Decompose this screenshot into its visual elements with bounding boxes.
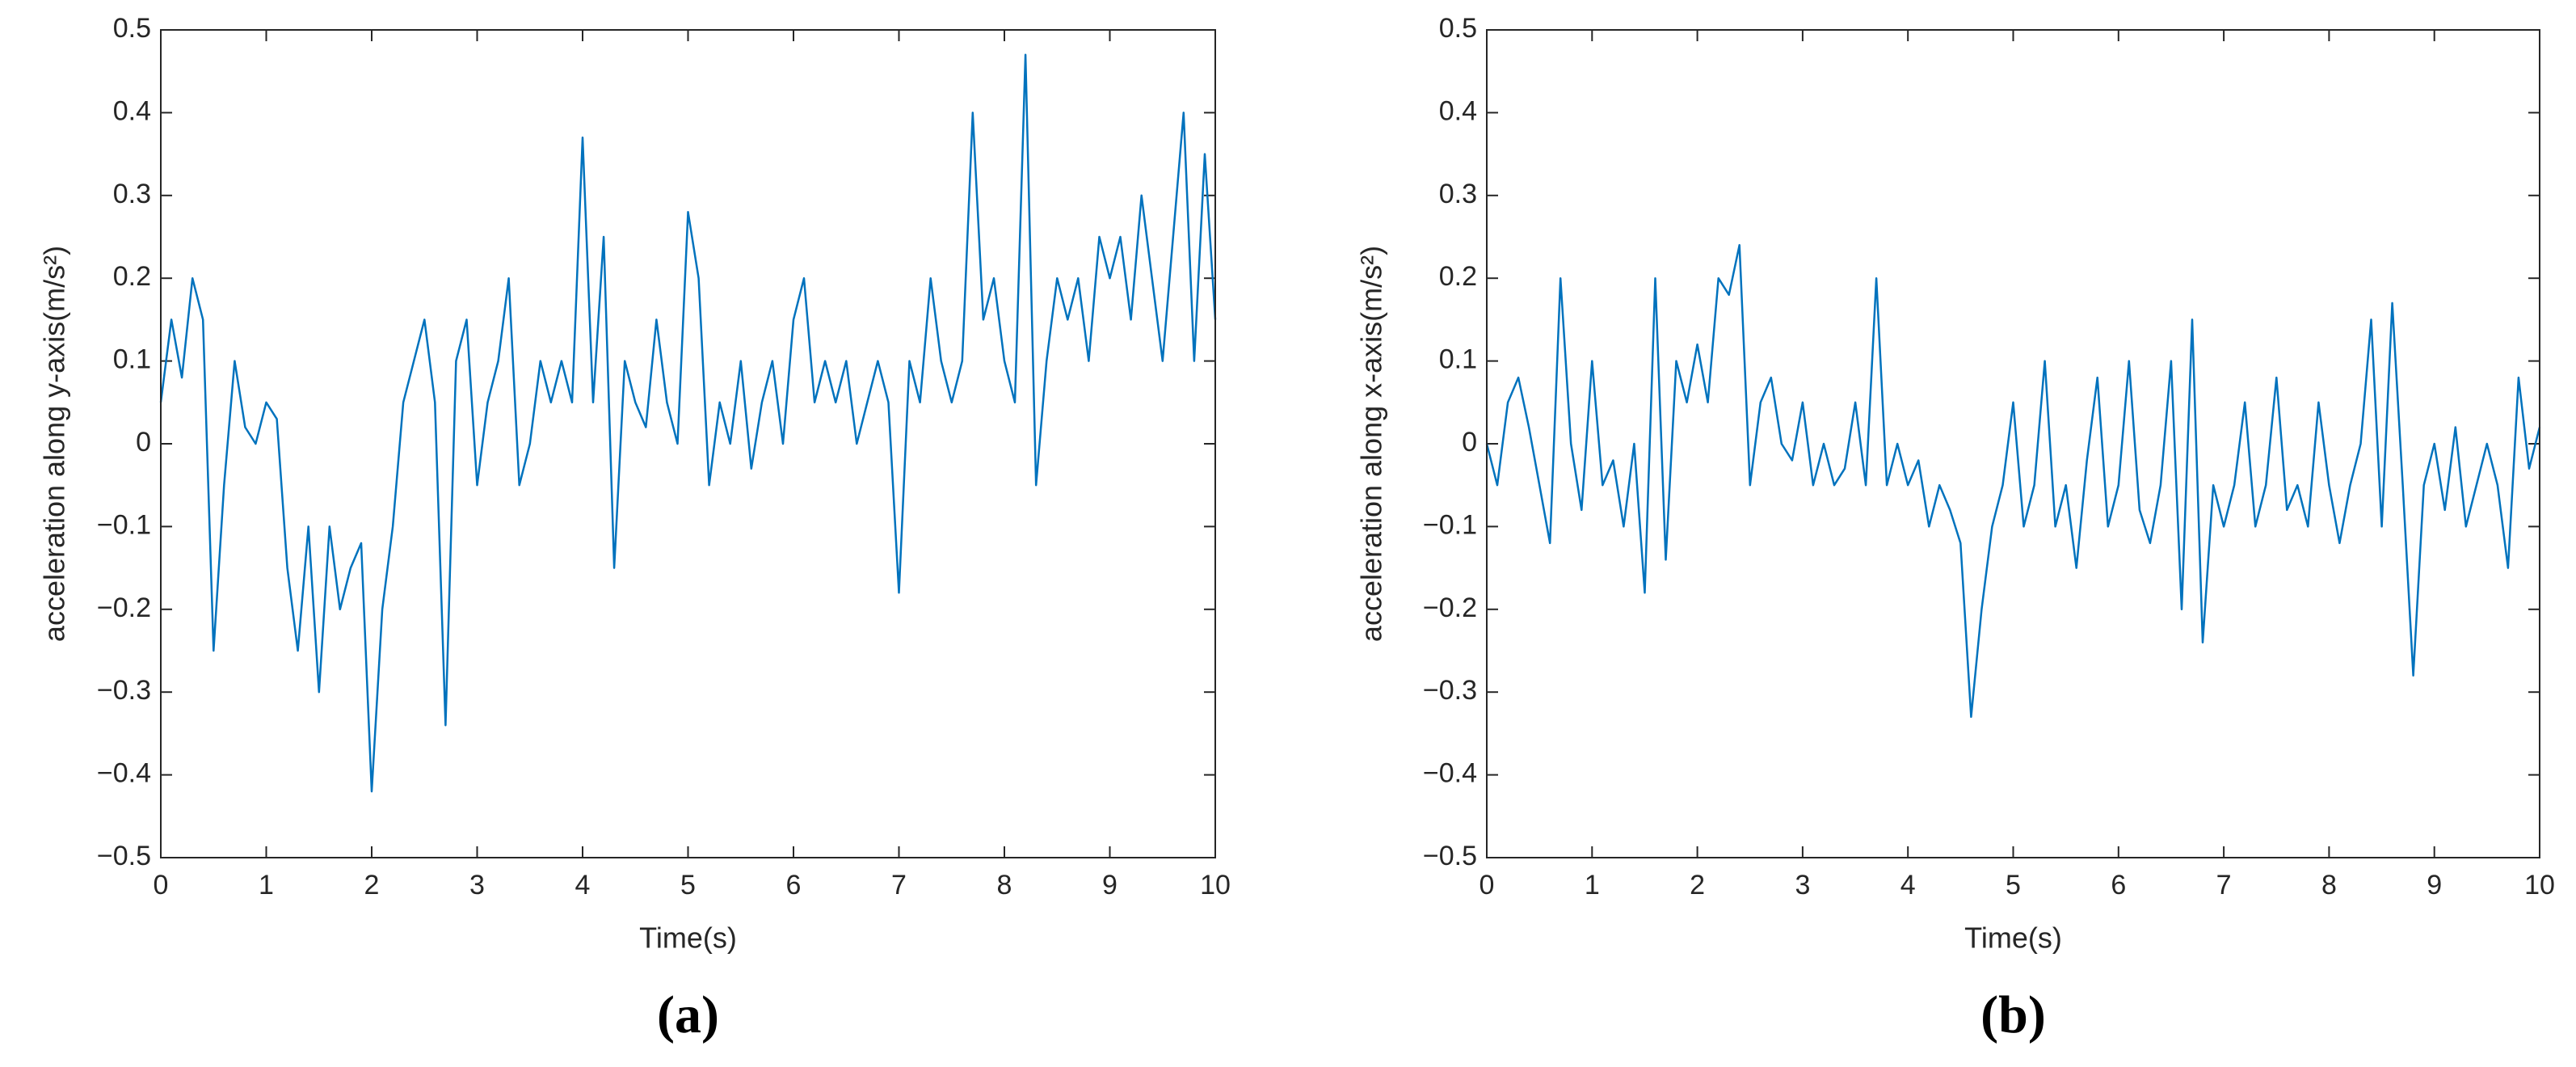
x-tick-label: 7	[2216, 870, 2232, 900]
y-tick-label: 0.5	[1439, 13, 1477, 44]
y-tick-label: 0.4	[1439, 95, 1477, 126]
x-tick-label: 4	[1900, 870, 1916, 900]
y-tick-label: −0.4	[1423, 758, 1477, 789]
y-tick-label: 0.3	[1439, 179, 1477, 209]
x-tick-label: 8	[997, 870, 1012, 900]
x-axis-label: Time(s)	[639, 922, 737, 955]
y-tick-label: 0.4	[113, 95, 151, 126]
x-tick-label: 9	[2427, 870, 2442, 900]
x-tick-label: 5	[680, 870, 696, 900]
x-tick-label: 6	[786, 870, 802, 900]
x-tick-label: 3	[1795, 870, 1810, 900]
caption: (a)	[657, 985, 719, 1044]
caption: (b)	[1980, 985, 2046, 1044]
plot-frame	[160, 29, 1216, 858]
y-tick-label: 0.2	[113, 261, 151, 292]
y-tick-label: 0	[1462, 427, 1477, 458]
y-tick-label: 0.1	[1439, 344, 1477, 375]
data-line	[1485, 243, 2541, 719]
y-tick-label: 0.1	[113, 344, 151, 375]
x-tick-label: 0	[1480, 870, 1495, 900]
x-tick-label: 7	[891, 870, 907, 900]
x-tick-label: 1	[259, 870, 274, 900]
y-tick-label: 0.2	[1439, 261, 1477, 292]
x-tick-label: 2	[364, 870, 380, 900]
x-tick-label: 1	[1585, 870, 1600, 900]
y-tick-label: 0.5	[113, 13, 151, 44]
x-tick-label: 5	[2006, 870, 2021, 900]
x-tick-label: 10	[1200, 870, 1231, 900]
x-tick-label: 9	[1102, 870, 1118, 900]
y-tick-label: 0.3	[113, 179, 151, 209]
data-line	[159, 53, 1217, 793]
y-tick-label: −0.3	[97, 675, 151, 706]
y-tick-label: −0.3	[1423, 675, 1477, 706]
y-tick-label: −0.5	[1423, 841, 1477, 871]
x-tick-label: 4	[575, 870, 591, 900]
x-tick-label: 6	[2111, 870, 2126, 900]
y-axis-label: acceleration along x-axis(m/s²)	[1355, 246, 1388, 642]
y-tick-label: −0.1	[1423, 509, 1477, 540]
plot-frame	[1486, 29, 2540, 858]
y-tick-label: −0.2	[1423, 593, 1477, 623]
y-tick-label: −0.2	[97, 593, 151, 623]
x-tick-label: 0	[154, 870, 169, 900]
x-tick-label: 10	[2524, 870, 2555, 900]
x-tick-label: 2	[1690, 870, 1705, 900]
y-axis-label: acceleration along y-axis(m/s²)	[38, 246, 71, 642]
y-tick-label: −0.1	[97, 509, 151, 540]
x-tick-label: 3	[469, 870, 485, 900]
x-tick-label: 8	[2321, 870, 2337, 900]
y-tick-label: −0.4	[97, 758, 151, 789]
y-tick-label: 0	[136, 427, 151, 458]
y-tick-label: −0.5	[97, 841, 151, 871]
x-axis-label: Time(s)	[1964, 922, 2062, 955]
